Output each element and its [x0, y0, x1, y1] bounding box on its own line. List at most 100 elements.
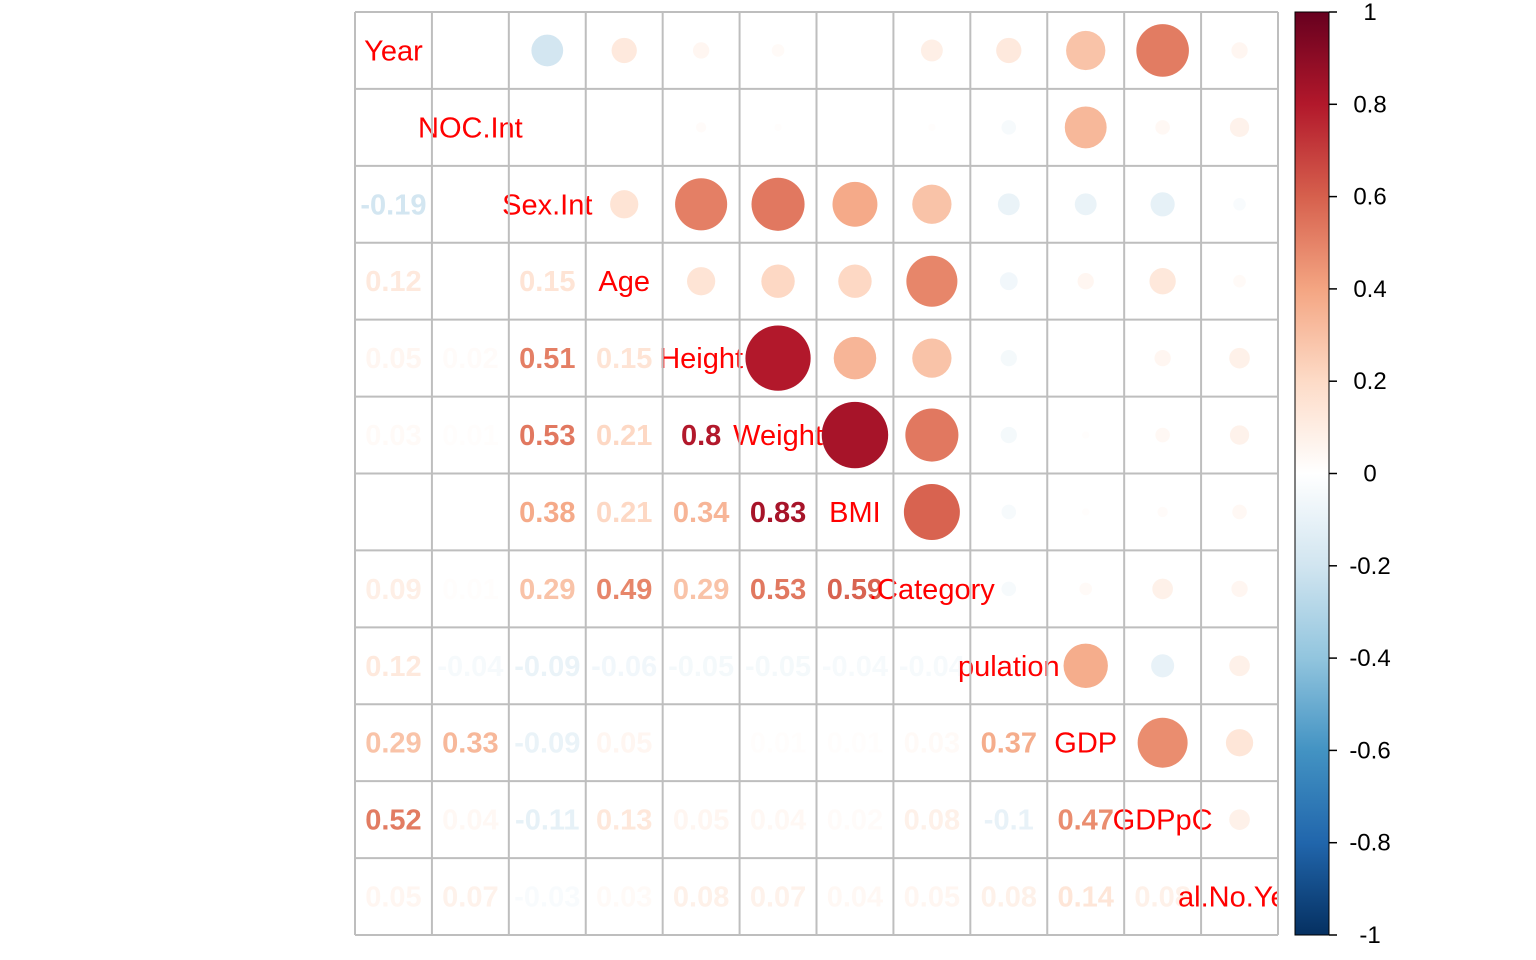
corr-value: 0.07 — [442, 882, 498, 914]
corr-value: 0.83 — [750, 497, 806, 529]
corr-value: -0.05 — [745, 651, 811, 683]
corr-circle — [531, 34, 564, 67]
colorbar-tick-label: -0.8 — [1349, 830, 1390, 857]
corr-value: 0.01 — [442, 574, 498, 606]
corr-circle — [1077, 273, 1094, 290]
corr-value: 0.07 — [750, 882, 806, 914]
corr-value: 0.04 — [750, 805, 806, 837]
corr-circle — [1231, 580, 1248, 598]
corr-value: 0.15 — [519, 266, 575, 298]
corr-circle — [1155, 427, 1170, 443]
corr-circle — [920, 39, 943, 62]
corr-circle — [1001, 120, 1017, 135]
corr-circle — [1079, 582, 1093, 596]
corr-value: -0.04 — [822, 651, 888, 683]
corr-circle — [838, 264, 872, 298]
colorbar-tick-label: -0.2 — [1349, 553, 1390, 580]
corr-circle — [695, 122, 707, 133]
corr-circle — [610, 190, 639, 219]
variable-label: Year — [364, 35, 423, 67]
corr-value: 0 — [385, 112, 401, 144]
corr-value: 0.29 — [519, 574, 575, 606]
corr-value: 0.05 — [904, 882, 960, 914]
corr-circle — [1000, 349, 1017, 367]
corr-value: 0.37 — [981, 728, 1037, 760]
corr-value: 0.04 — [827, 882, 883, 914]
corr-circle — [1233, 274, 1246, 288]
grid-lines — [354, 11, 1279, 936]
corr-value: 0.04 — [442, 805, 498, 837]
corr-value: 0.21 — [596, 420, 652, 452]
corr-value: 0.53 — [519, 420, 575, 452]
corr-circle — [928, 123, 936, 132]
corr-value: 0.21 — [596, 497, 652, 529]
corr-value: 0.47 — [1057, 805, 1113, 837]
corr-circle — [745, 325, 811, 391]
colorbar-tick-label: -1 — [1359, 922, 1380, 949]
corr-value: 0.05 — [673, 805, 729, 837]
colorbar-gradient — [1294, 11, 1330, 936]
corr-value: 0 — [462, 189, 478, 221]
lower-triangle-numbers: 0 -0.19 0 0.12 0 0.15 0.05 0.02 0.51 0.15 0.03 0.01… — [360, 112, 1190, 913]
corr-value: 0.8 — [681, 420, 721, 452]
corr-value: 0.08 — [981, 882, 1037, 914]
variable-label: Age — [598, 266, 650, 298]
variable-label: Weight — [733, 420, 823, 452]
corr-circle — [1233, 197, 1246, 211]
corr-circle — [1229, 117, 1250, 138]
corr-value: 0.03 — [904, 728, 960, 760]
corr-circle — [1001, 504, 1017, 520]
corr-circle — [761, 264, 795, 298]
corr-value: 0.05 — [596, 728, 652, 760]
corr-value: 0.12 — [365, 651, 421, 683]
corr-value: 0.29 — [673, 574, 729, 606]
corr-value: -0.06 — [591, 651, 657, 683]
corr-circle — [1074, 193, 1097, 216]
corr-circle — [903, 483, 960, 540]
corr-value: 0.03 — [365, 420, 421, 452]
corr-circle — [1149, 268, 1176, 295]
corr-circle — [774, 123, 782, 132]
corr-value: 0.38 — [519, 497, 575, 529]
corr-value: 0.13 — [596, 805, 652, 837]
corr-circle — [1152, 578, 1173, 600]
colorbar-tick-label: 0.2 — [1353, 368, 1386, 395]
colorbar-tick-label: -0.6 — [1349, 737, 1390, 764]
corr-value: -0.11 — [515, 805, 580, 837]
corr-circle — [1155, 120, 1170, 135]
colorbar-tick-label: 1 — [1363, 0, 1376, 26]
corr-value: -0.03 — [514, 882, 580, 914]
corr-circle — [1137, 717, 1188, 768]
corr-circle — [1229, 347, 1250, 369]
variable-label: .Category — [869, 574, 995, 606]
corr-value: 0.34 — [673, 497, 729, 529]
corr-value: -0.05 — [668, 651, 734, 683]
corr-value: 0.02 — [827, 805, 883, 837]
variable-label: GDPpC — [1113, 805, 1213, 837]
corr-circle — [996, 37, 1022, 64]
corr-value: 0.33 — [442, 728, 498, 760]
corr-circle — [1082, 431, 1090, 439]
variable-label: BMI — [829, 497, 881, 529]
corr-value: 0.08 — [1134, 882, 1190, 914]
corr-value: 0.53 — [750, 574, 806, 606]
corr-value: 0.05 — [365, 882, 421, 914]
corr-value: 0.01 — [442, 420, 498, 452]
corr-value: -0.09 — [514, 651, 580, 683]
corr-circle — [997, 193, 1020, 216]
corr-value: 0.03 — [596, 882, 652, 914]
corr-circle — [905, 408, 959, 462]
corr-circle — [832, 181, 878, 227]
corr-circle — [1151, 654, 1175, 678]
corr-value: 0.59 — [827, 574, 883, 606]
corr-value: 0 — [385, 497, 401, 529]
variable-label: pulation — [958, 651, 1060, 683]
colorbar-tick-label: 0.4 — [1353, 276, 1386, 303]
corr-circle — [692, 42, 710, 59]
corr-value: 0 — [462, 266, 478, 298]
corr-circle — [1150, 192, 1175, 217]
variable-label: GDP — [1054, 728, 1117, 760]
colorbar-tick-label: 0 — [1363, 461, 1376, 488]
corr-circle — [687, 267, 716, 296]
